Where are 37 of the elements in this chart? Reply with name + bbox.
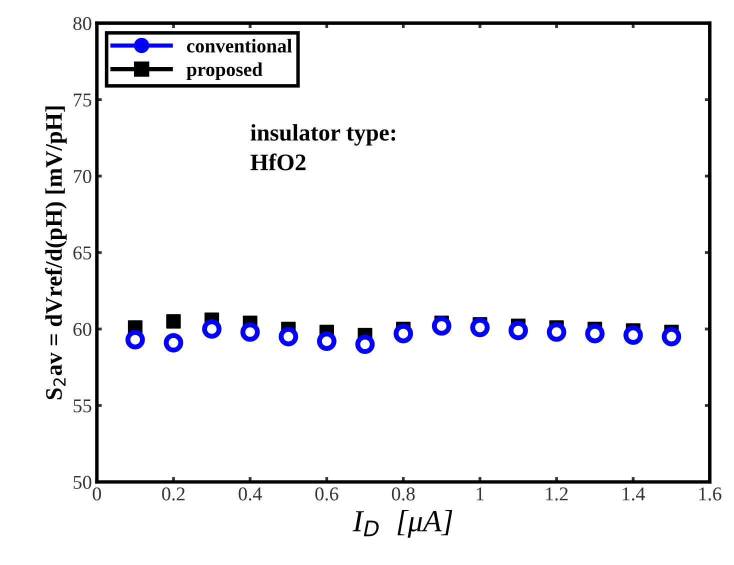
x-tick-label: 1.6 [699, 487, 722, 501]
legend-label: conventional [187, 38, 292, 53]
point [662, 326, 682, 346]
x-tick-label: 1.4 [622, 487, 646, 501]
point [585, 324, 605, 344]
x-tick-label: 0 [92, 487, 102, 500]
point [623, 325, 643, 345]
point [508, 320, 528, 340]
point [164, 333, 184, 352]
point [166, 314, 181, 329]
x-tick-label: 0.2 [162, 487, 185, 501]
point [202, 319, 222, 339]
y-axis-title: S$_{2}$av = dVref/d(pH) [mV/pH] [45, 106, 67, 400]
point [278, 326, 298, 346]
y-tick-label: 60 [73, 322, 92, 336]
legend-label: proposed [186, 62, 262, 80]
y-tick-label: 55 [74, 399, 92, 412]
x-tick-label: 0.8 [392, 487, 415, 501]
point [432, 316, 452, 336]
y-tick-label: 70 [74, 170, 92, 184]
point [470, 318, 490, 338]
point [317, 332, 336, 351]
x-tick-label: 1 [476, 487, 484, 500]
x-tick-label: 0.4 [238, 487, 262, 501]
y-tick-label: 75 [74, 94, 92, 107]
point [125, 330, 145, 350]
x-tick-label: 0.6 [315, 487, 338, 501]
y-tick-label: 80 [73, 16, 92, 30]
annotation: insulator type: HfO2 [250, 124, 396, 170]
x-tick-label: 1.2 [546, 487, 568, 501]
point [546, 322, 566, 342]
point [394, 324, 414, 344]
y-tick-label: 65 [73, 246, 92, 260]
y-tick-label: 50 [74, 476, 92, 489]
x-axis-title: I$_{D}$ [μA] [352, 510, 452, 538]
point [240, 322, 260, 342]
point [355, 334, 375, 354]
